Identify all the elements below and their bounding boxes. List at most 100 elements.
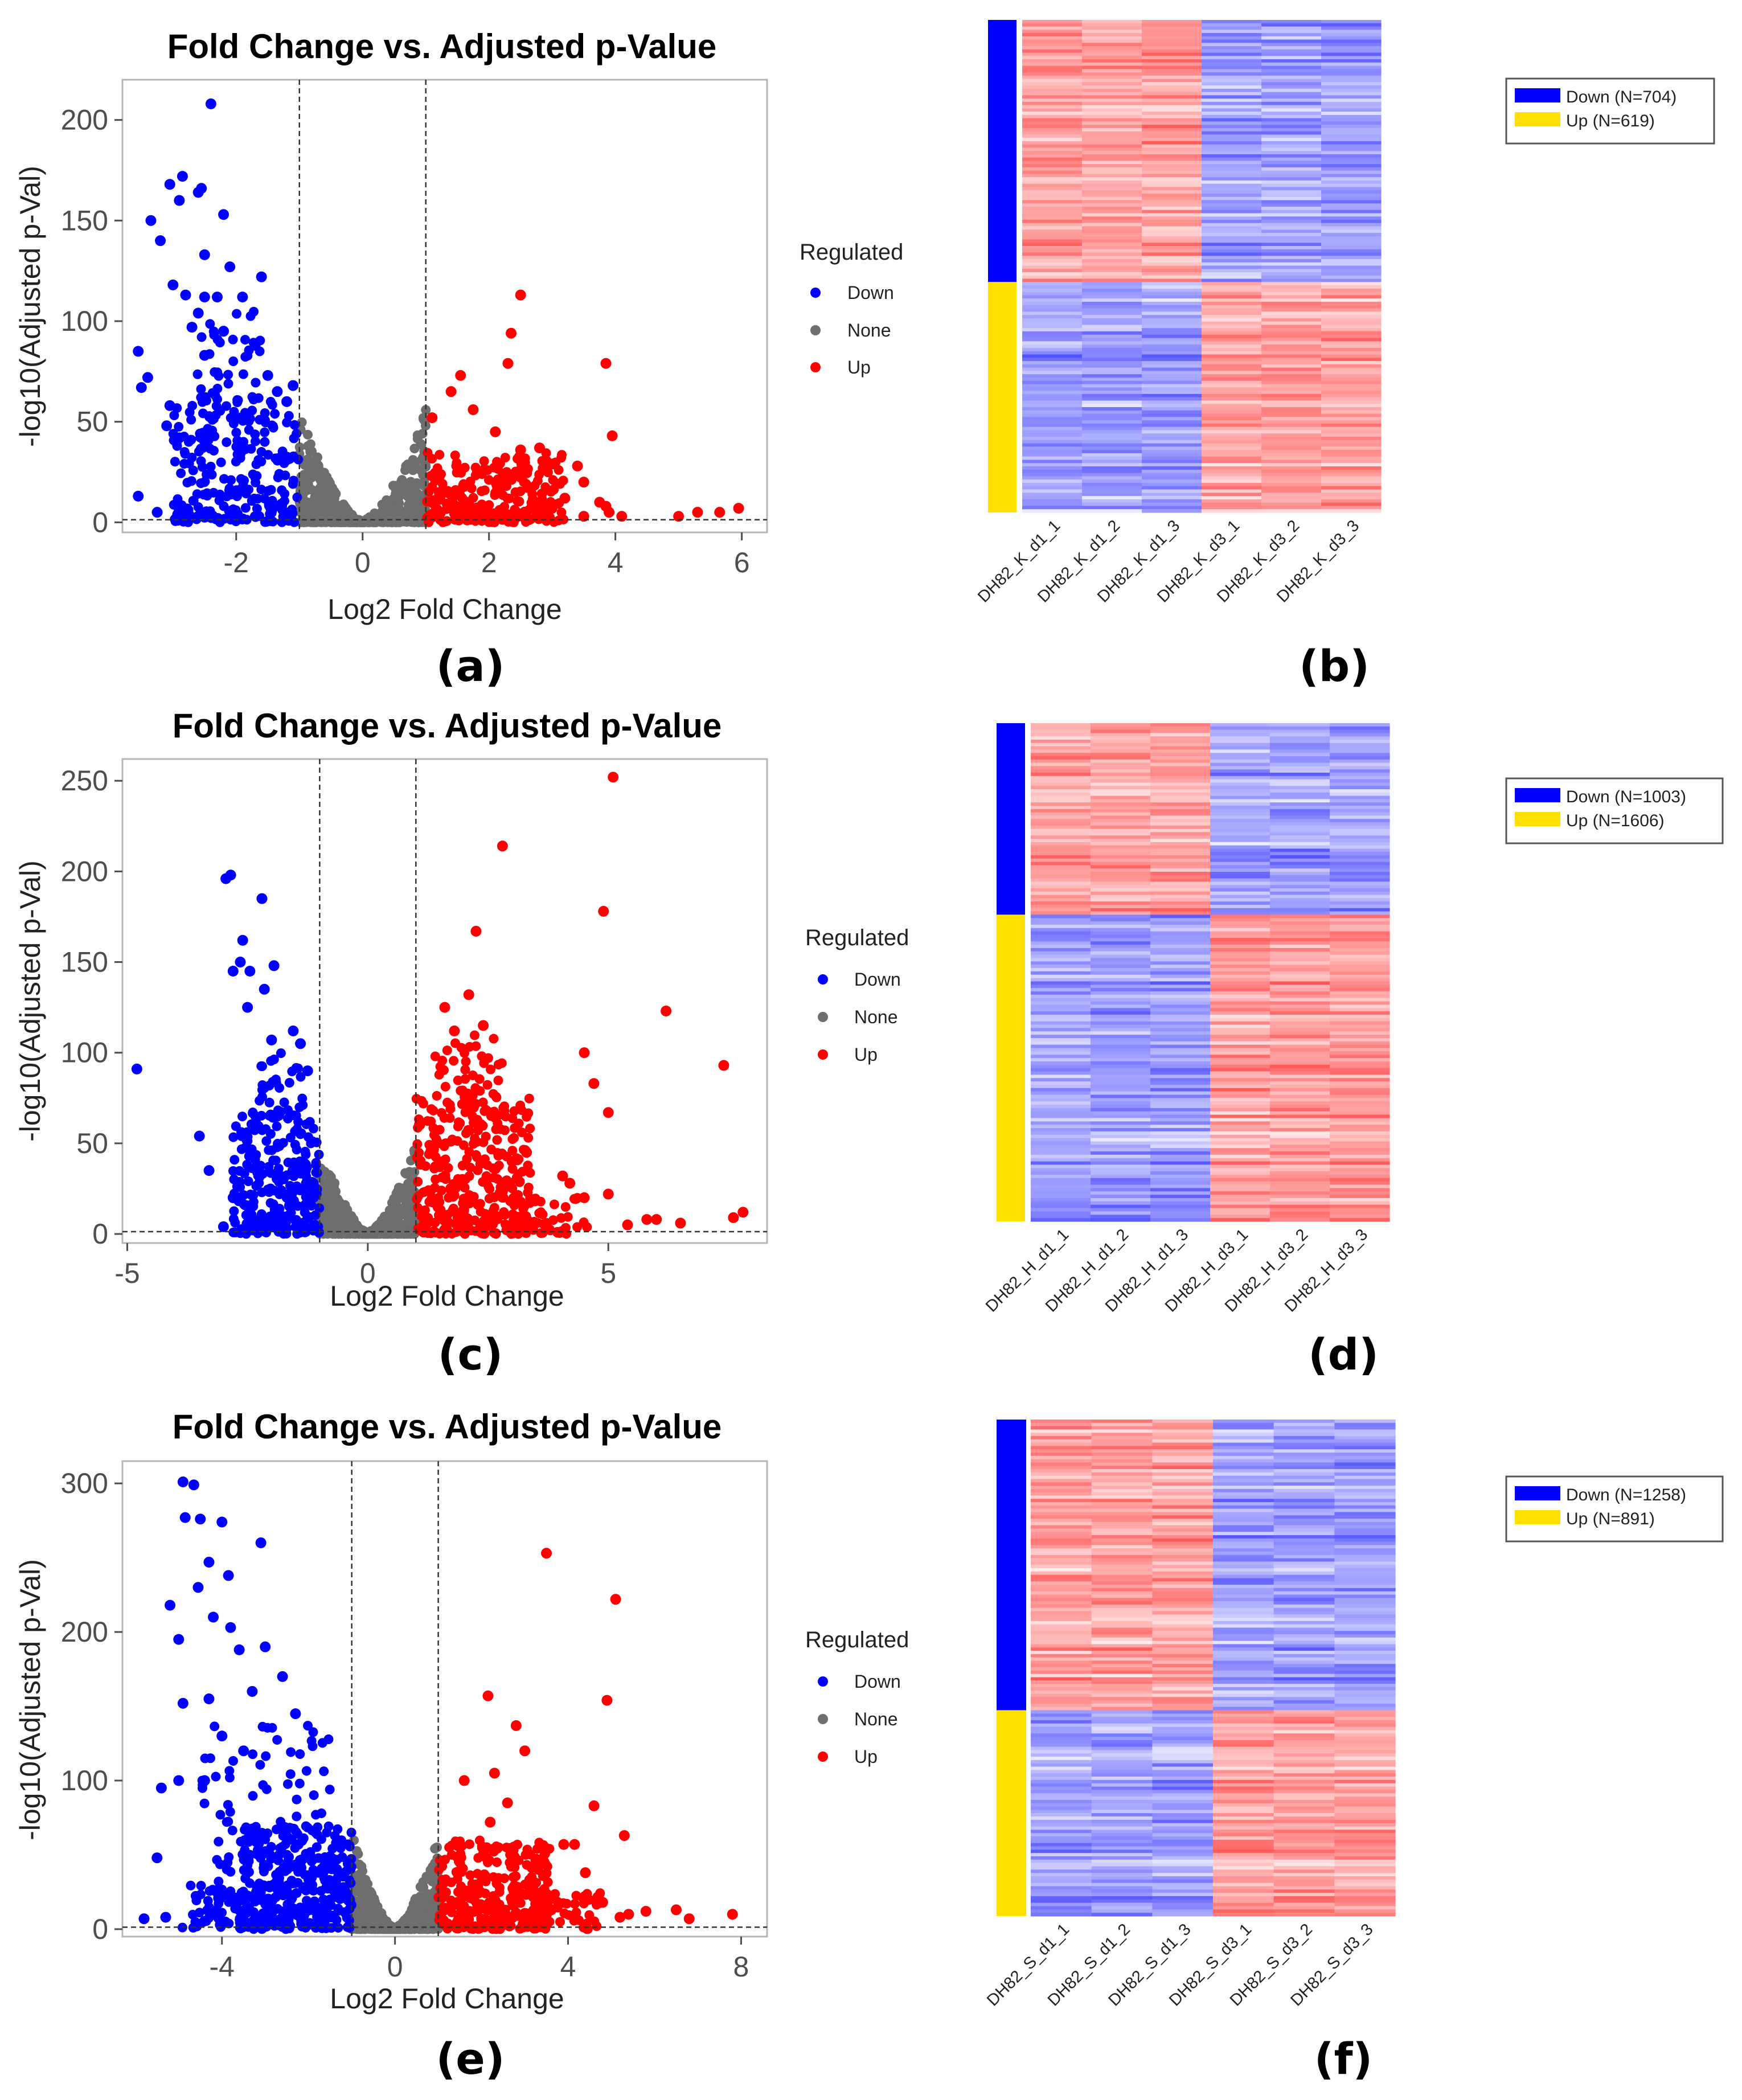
heatmap-legend: Down (N=704) Up (N=619) bbox=[1505, 77, 1715, 145]
heatmap-cell bbox=[1321, 121, 1382, 125]
point-up bbox=[530, 481, 540, 491]
heatmap-cell bbox=[1202, 112, 1262, 116]
heatmap-cell bbox=[1031, 795, 1091, 799]
point-down bbox=[253, 393, 264, 403]
heatmap-cell bbox=[1270, 743, 1330, 747]
heatmap-cell bbox=[1270, 759, 1330, 764]
heatmap-cell bbox=[1210, 1218, 1270, 1222]
heatmap-cell bbox=[1022, 400, 1083, 404]
heatmap-cell bbox=[1022, 476, 1083, 480]
point-up bbox=[466, 1225, 476, 1236]
heatmap-cell bbox=[1210, 918, 1270, 922]
heatmap-cell bbox=[1321, 174, 1382, 178]
heatmap-cell bbox=[1202, 400, 1262, 404]
heatmap-cell bbox=[1091, 901, 1151, 905]
heatmap-cell bbox=[1022, 315, 1083, 319]
heatmap-cell bbox=[1022, 463, 1083, 467]
heatmap-cell bbox=[1270, 1134, 1330, 1139]
heatmap-cell bbox=[1082, 338, 1142, 342]
heatmap-cell bbox=[1270, 1168, 1330, 1172]
heatmap-cell bbox=[1022, 502, 1083, 507]
heatmap-cell bbox=[1261, 249, 1322, 253]
heatmap-cell bbox=[1091, 1114, 1151, 1119]
heatmap-cell bbox=[1321, 128, 1382, 132]
point-up bbox=[449, 1026, 460, 1037]
heatmap-cell bbox=[1270, 871, 1330, 876]
heatmap-cell bbox=[1321, 269, 1382, 273]
heatmap-cell bbox=[1210, 871, 1270, 876]
heatmap-cell bbox=[1022, 161, 1083, 165]
heatmap-cell bbox=[1270, 891, 1330, 896]
heatmap-cell bbox=[1091, 914, 1151, 918]
heatmap-cell bbox=[1210, 1044, 1270, 1049]
point-down bbox=[205, 506, 215, 516]
heatmap-cell bbox=[1142, 114, 1202, 119]
heatmap-cell bbox=[1082, 144, 1142, 148]
point-down bbox=[300, 1199, 310, 1209]
panel-label-a: (a) bbox=[436, 641, 505, 691]
heatmap-cell bbox=[1150, 1078, 1211, 1082]
heatmap-cell bbox=[1210, 1145, 1270, 1149]
heatmap-cell bbox=[1210, 1171, 1270, 1175]
heatmap-cell bbox=[1202, 506, 1262, 510]
heatmap-cell bbox=[1330, 753, 1390, 757]
heatmap-cell bbox=[1270, 1198, 1330, 1202]
heatmap-cell bbox=[1150, 941, 1211, 945]
heatmap-cell bbox=[1210, 1008, 1270, 1012]
heatmap-cell bbox=[1270, 1001, 1330, 1006]
heatmap-cell bbox=[1022, 52, 1083, 56]
heatmap-cell bbox=[1031, 1148, 1091, 1152]
heatmap-cell bbox=[1091, 1125, 1151, 1129]
heatmap-cell bbox=[1321, 308, 1382, 312]
heatmap-cell bbox=[1150, 845, 1211, 849]
heatmap-cell bbox=[1091, 908, 1151, 912]
heatmap-cell bbox=[1261, 79, 1322, 83]
heatmap-cell bbox=[1091, 928, 1151, 932]
heatmap-cell bbox=[1082, 232, 1142, 237]
heatmap-cell bbox=[1321, 131, 1382, 135]
heatmap-cell bbox=[1150, 1204, 1211, 1209]
heatmap-cell bbox=[1022, 391, 1083, 395]
heatmap-cell bbox=[1321, 285, 1382, 289]
heatmap-cell bbox=[1270, 865, 1330, 869]
heatmap-cell bbox=[1142, 272, 1202, 276]
heatmap-cell bbox=[1261, 183, 1322, 188]
heatmap-cell bbox=[1142, 95, 1202, 99]
heatmap-cell bbox=[1091, 988, 1151, 992]
heatmap-cell bbox=[1261, 138, 1322, 142]
heatmap-cell bbox=[1330, 971, 1390, 975]
x-tick-label: 0 bbox=[360, 1257, 376, 1289]
heatmap-cell bbox=[1261, 134, 1322, 138]
point-up bbox=[413, 1176, 423, 1187]
heatmap-cell bbox=[1091, 825, 1151, 830]
point-up bbox=[468, 493, 478, 503]
heatmap-cell bbox=[1321, 288, 1382, 293]
point-up bbox=[538, 1228, 548, 1238]
point-down bbox=[192, 489, 202, 499]
heatmap-cell bbox=[1091, 948, 1151, 952]
heatmap-cell bbox=[1082, 239, 1142, 243]
point-down bbox=[228, 504, 239, 514]
heatmap-cell bbox=[1082, 196, 1142, 201]
heatmap-cell bbox=[1031, 1041, 1091, 1045]
point-none bbox=[406, 1215, 416, 1225]
y-tick-label: 100 bbox=[61, 305, 108, 337]
heatmap-cell bbox=[1022, 69, 1083, 73]
heatmap-cell bbox=[1091, 1218, 1151, 1222]
heatmap-cell bbox=[1270, 1058, 1330, 1062]
heatmap-cell bbox=[1091, 858, 1151, 863]
heatmap-cell bbox=[1270, 749, 1330, 753]
heatmap-cell bbox=[1082, 377, 1142, 382]
heatmap-cell bbox=[1022, 95, 1083, 99]
heatmap-cell bbox=[1210, 1064, 1270, 1069]
heatmap-cell bbox=[1270, 1215, 1330, 1219]
heatmap-cell bbox=[1142, 344, 1202, 348]
point-up bbox=[450, 1183, 461, 1193]
heatmap-cell bbox=[1202, 443, 1262, 447]
point-up bbox=[560, 1202, 571, 1212]
heatmap-cell bbox=[1022, 39, 1083, 43]
heatmap-cell bbox=[1150, 746, 1211, 750]
heatmap-cell bbox=[1150, 736, 1211, 740]
heatmap-cell bbox=[1202, 138, 1262, 142]
heatmap-cell bbox=[1082, 393, 1142, 398]
